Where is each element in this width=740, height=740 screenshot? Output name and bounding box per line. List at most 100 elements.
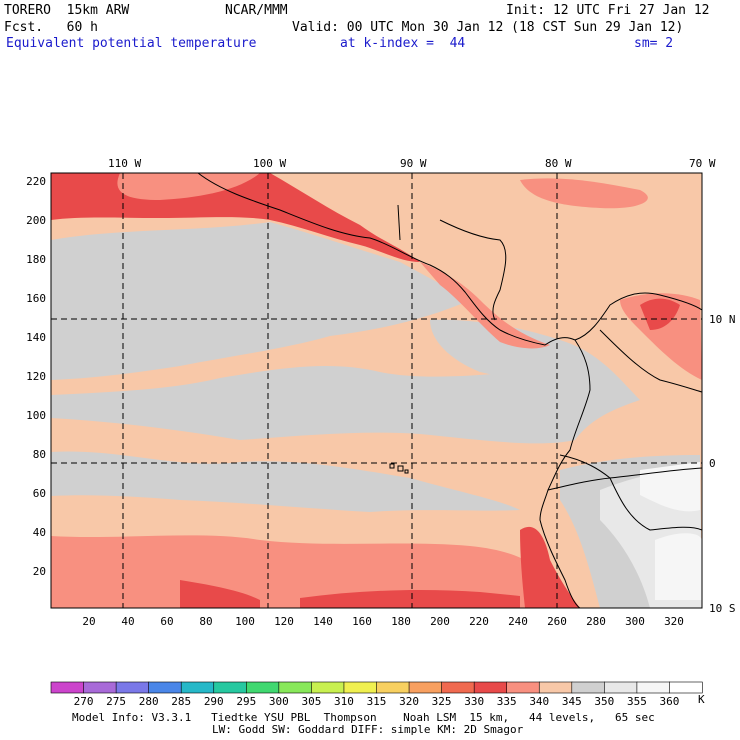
colorbar-swatch: [343, 681, 378, 694]
y-tick: 200: [26, 214, 46, 227]
colorbar-label: 345: [562, 695, 582, 708]
x-tick: 260: [547, 615, 567, 628]
x-tick: 220: [469, 615, 489, 628]
red-colombia: [640, 298, 680, 330]
colorbar-swatch: [538, 681, 573, 694]
x-tick: 180: [391, 615, 411, 628]
colorbar-swatch: [441, 681, 475, 694]
colorbar-swatch: [311, 681, 345, 694]
lon-label-80w: 80 W: [545, 157, 572, 170]
valid-time: Valid: 00 UTC Mon 30 Jan 12 (18 CST Sun …: [292, 20, 684, 35]
colorbar-swatch: [506, 681, 540, 694]
colorbar-label: 290: [204, 695, 224, 708]
x-tick: 60: [160, 615, 173, 628]
x-tick: 120: [274, 615, 294, 628]
y-tick: 180: [26, 253, 46, 266]
colorbar-label: 270: [74, 695, 94, 708]
lat-label-10n: 10 N: [709, 313, 736, 326]
colorbar-unit: K: [698, 693, 705, 706]
salmon-central-america: [420, 262, 550, 349]
x-tick: 80: [199, 615, 212, 628]
galapagos: [389, 463, 409, 474]
x-tick: 200: [430, 615, 450, 628]
y-tick: 40: [33, 526, 46, 539]
colorbar-label: 340: [529, 695, 549, 708]
forecast-hour: Fcst. 60 h: [4, 20, 98, 35]
colorbar-swatch: [473, 681, 508, 694]
grey-band-east: [430, 319, 640, 440]
colorbar-label: 305: [301, 695, 321, 708]
y-tick: 60: [33, 487, 46, 500]
colorbar-swatch: [669, 681, 703, 694]
colorbar-label: 275: [106, 695, 126, 708]
y-tick-labels: 220 200 180 160 140 120 100 80 60 40 20: [26, 175, 46, 578]
theta-e-field: [51, 173, 702, 608]
colorbar-swatch: [213, 681, 247, 694]
colorbar-labels: 270 275 280 285 290 295 300 305 310 315 320 325 330 3…: [74, 695, 680, 708]
colorbar-label: 355: [627, 695, 647, 708]
colorbar-label: 315: [367, 695, 387, 708]
colorbar-swatch: [50, 681, 85, 694]
colorbar-swatch: [604, 681, 638, 694]
x-tick: 240: [508, 615, 528, 628]
y-tick: 220: [26, 175, 46, 188]
colorbar-swatch: [115, 681, 150, 694]
colorbar-swatch: [83, 681, 117, 694]
country-borders: [547, 329, 702, 531]
x-tick: 140: [313, 615, 333, 628]
colorbar: [50, 681, 703, 694]
lat-label-0: 0: [709, 457, 716, 470]
grey-band-north: [51, 222, 470, 380]
y-tick: 140: [26, 331, 46, 344]
salmon-caribbean: [520, 178, 648, 209]
x-tick: 300: [625, 615, 645, 628]
y-tick: 120: [26, 370, 46, 383]
colorbar-label: 360: [660, 695, 680, 708]
x-tick-labels: 20 40 60 80 100 120 140 160 180 200 220 …: [82, 615, 684, 628]
colorbar-label: 280: [139, 695, 159, 708]
lon-label-90w: 90 W: [400, 157, 427, 170]
colorbar-swatch: [148, 681, 182, 694]
central-america-coast: [197, 173, 576, 346]
colorbar-label: 300: [269, 695, 289, 708]
init-time: Init: 12 UTC Fri 27 Jan 12: [506, 3, 710, 18]
lat-label-10s: 10 S: [709, 602, 736, 615]
map-frame: [50, 172, 703, 609]
level-info: at k-index = 44: [340, 36, 466, 51]
salmon-colombia: [620, 293, 702, 380]
x-tick: 320: [664, 615, 684, 628]
colorbar-label: 325: [432, 695, 452, 708]
colorbar-swatch: [278, 681, 313, 694]
colorbar-swatch: [376, 681, 410, 694]
colorbar-label: 310: [334, 695, 354, 708]
grey-band-south: [51, 451, 520, 512]
amazon-white: [640, 462, 702, 600]
central-america-caribbean-coast: [397, 204, 507, 321]
lon-label-100w: 100 W: [253, 157, 286, 170]
colorbar-label: 330: [464, 695, 484, 708]
y-tick: 100: [26, 409, 46, 422]
model-name: TORERO 15km ARW: [4, 3, 130, 18]
smoothing-info: sm= 2: [634, 36, 674, 51]
colorbar-swatch: [408, 681, 443, 694]
lon-label-110w: 110 W: [108, 157, 141, 170]
colorbar-label: 285: [171, 695, 191, 708]
red-band-south: [180, 580, 520, 608]
peru-coast-red: [520, 526, 580, 608]
x-tick: 20: [82, 615, 95, 628]
lon-label-70w: 70 W: [689, 157, 716, 170]
grey-band-central: [51, 365, 576, 444]
colorbar-swatch: [636, 681, 671, 694]
model-info-line2: LW: Godd SW: Goddard DIFF: simple KM: 2D…: [212, 723, 524, 736]
colorbar-swatch: [180, 681, 215, 694]
y-tick: 80: [33, 448, 46, 461]
colorbar-label: 335: [497, 695, 517, 708]
y-tick: 160: [26, 292, 46, 305]
x-tick: 100: [235, 615, 255, 628]
graticule: [51, 173, 702, 608]
colorbar-swatch: [246, 681, 280, 694]
colorbar-swatch: [571, 681, 605, 694]
salmon-northwest: [117, 173, 260, 200]
field-name: Equivalent potential temperature: [6, 36, 257, 51]
